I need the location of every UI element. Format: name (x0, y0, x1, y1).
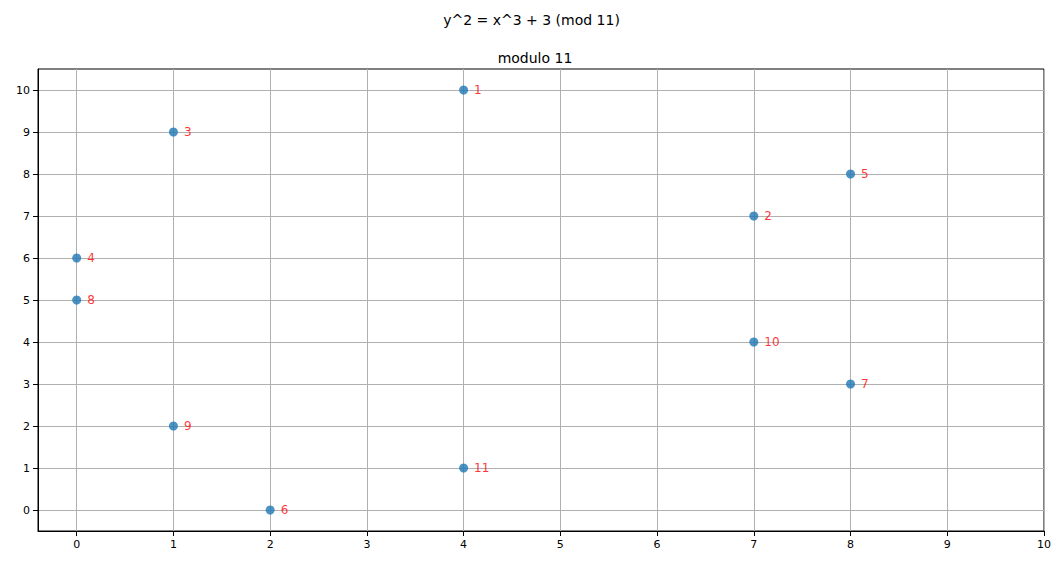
svg-text:10: 10 (16, 84, 30, 97)
svg-text:10: 10 (1037, 538, 1051, 551)
svg-text:5: 5 (861, 167, 869, 181)
svg-text:modulo 11: modulo 11 (498, 50, 573, 66)
svg-text:1: 1 (474, 83, 482, 97)
svg-text:10: 10 (764, 335, 779, 349)
svg-text:7: 7 (861, 377, 869, 391)
svg-text:3: 3 (363, 538, 370, 551)
svg-text:11: 11 (474, 461, 489, 475)
svg-text:6: 6 (281, 503, 289, 517)
svg-text:6: 6 (23, 252, 30, 265)
svg-text:0: 0 (23, 504, 30, 517)
svg-text:6: 6 (654, 538, 661, 551)
svg-text:3: 3 (184, 125, 192, 139)
svg-text:5: 5 (23, 294, 30, 307)
svg-text:2: 2 (267, 538, 274, 551)
svg-text:2: 2 (23, 420, 30, 433)
svg-text:1: 1 (23, 462, 30, 475)
svg-text:7: 7 (750, 538, 757, 551)
svg-text:4: 4 (460, 538, 467, 551)
svg-text:8: 8 (23, 168, 30, 181)
svg-text:3: 3 (23, 378, 30, 391)
svg-text:4: 4 (87, 251, 95, 265)
svg-text:7: 7 (23, 210, 30, 223)
svg-text:4: 4 (23, 336, 30, 349)
svg-text:0: 0 (73, 538, 80, 551)
svg-text:1: 1 (170, 538, 177, 551)
svg-text:9: 9 (184, 419, 192, 433)
svg-text:2: 2 (764, 209, 772, 223)
svg-text:8: 8 (87, 293, 95, 307)
svg-text:y^2 = x^3 + 3 (mod 11): y^2 = x^3 + 3 (mod 11) (443, 12, 620, 28)
svg-text:5: 5 (557, 538, 564, 551)
svg-text:9: 9 (944, 538, 951, 551)
svg-text:8: 8 (847, 538, 854, 551)
svg-text:9: 9 (23, 126, 30, 139)
